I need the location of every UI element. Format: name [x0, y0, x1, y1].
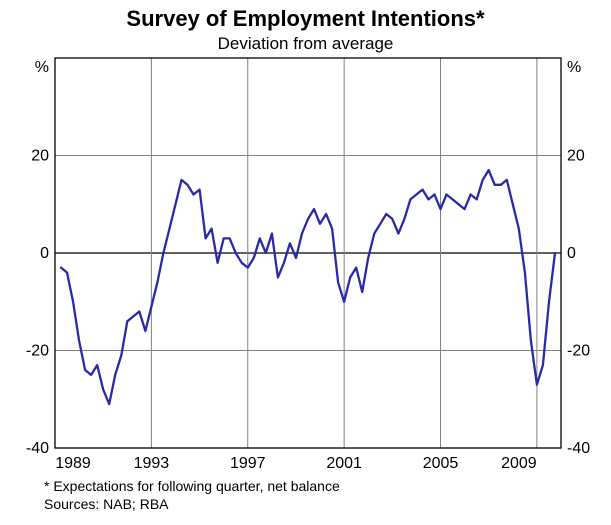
svg-text:-20: -20 [26, 343, 49, 360]
svg-text:2001: 2001 [326, 455, 362, 472]
chart-footnote: * Expectations for following quarter, ne… [44, 478, 340, 494]
svg-text:20: 20 [567, 148, 585, 165]
svg-text:0: 0 [567, 245, 576, 262]
svg-text:%: % [35, 59, 49, 76]
svg-text:20: 20 [31, 148, 49, 165]
chart-sources: Sources: NAB; RBA [44, 496, 169, 512]
svg-text:2009: 2009 [501, 455, 537, 472]
svg-text:1993: 1993 [134, 455, 170, 472]
svg-text:2005: 2005 [423, 455, 459, 472]
svg-text:-40: -40 [26, 440, 49, 457]
svg-text:1997: 1997 [230, 455, 266, 472]
svg-text:0: 0 [40, 245, 49, 262]
svg-text:%: % [567, 59, 581, 76]
svg-text:-20: -20 [567, 343, 590, 360]
svg-text:1989: 1989 [55, 455, 91, 472]
line-chart: -40 -40 -20 -20 0 0 20 20%% 1989 1993 1997 2001 2005… [0, 0, 611, 525]
svg-text:-40: -40 [567, 440, 590, 457]
